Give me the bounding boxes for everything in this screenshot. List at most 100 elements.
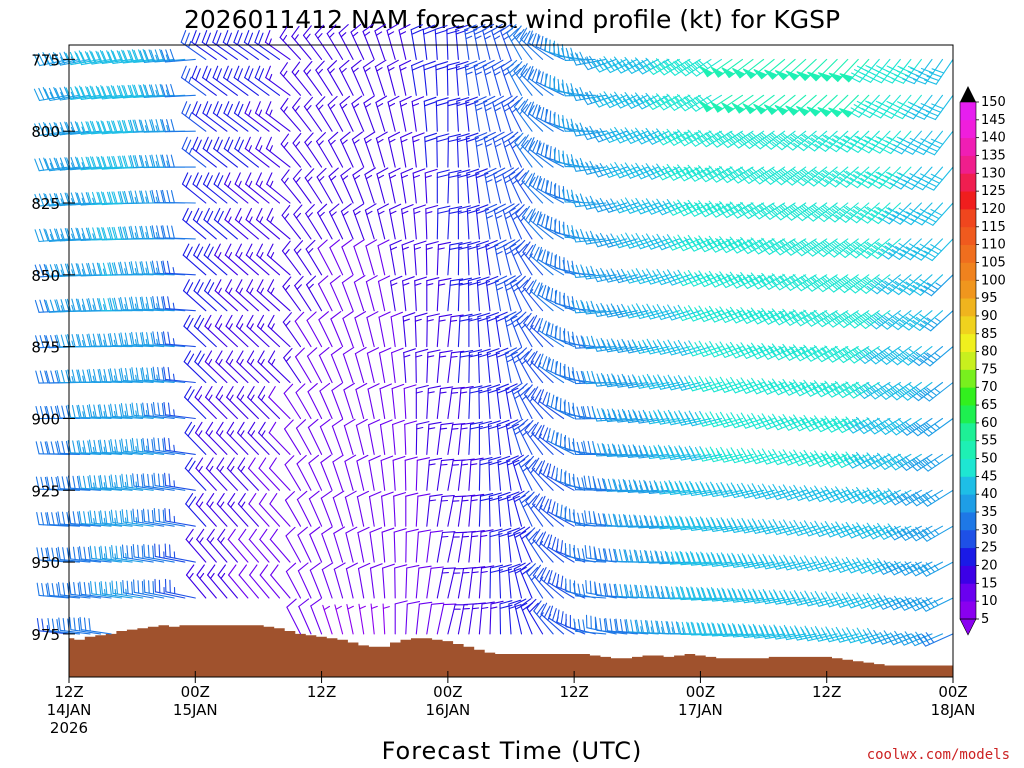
barb-flag <box>775 173 786 183</box>
barb-flag <box>633 64 644 75</box>
barb-flag <box>550 323 554 337</box>
barb-flag <box>880 318 892 327</box>
barb-flag <box>595 59 605 71</box>
barb-flag <box>134 119 139 133</box>
barb-flag <box>908 278 921 287</box>
barb-flag <box>725 168 736 179</box>
barb-pennant <box>742 68 757 79</box>
wind-barb <box>256 279 281 312</box>
barb-half-flag <box>269 109 273 117</box>
barb-flag <box>796 174 808 184</box>
barb-flag <box>852 244 864 253</box>
wind-barb <box>245 172 270 204</box>
barb-flag <box>55 88 61 101</box>
barb-half-flag <box>60 91 64 99</box>
barb-half-flag <box>238 216 243 224</box>
wind-barb <box>398 59 412 96</box>
barb-flag <box>266 243 274 256</box>
barb-half-flag <box>270 287 275 295</box>
barb-flag <box>612 63 622 74</box>
barb-flag <box>835 170 847 179</box>
barb-flag <box>834 318 845 329</box>
barb-flag <box>531 32 537 46</box>
barb-flag <box>195 68 201 81</box>
barb-pennant <box>742 103 756 115</box>
barb-flag <box>541 320 547 334</box>
barb-flag <box>715 133 726 143</box>
barb-flag <box>898 322 910 331</box>
wind-barb <box>246 279 270 312</box>
barb-flag <box>813 274 824 285</box>
barb-flag <box>437 241 452 246</box>
barb-flag <box>863 174 876 183</box>
barb-flag <box>912 319 924 329</box>
barb-flag <box>749 279 759 290</box>
barb-flag <box>867 136 879 144</box>
barb-staff <box>537 329 565 348</box>
wind-barb <box>807 58 838 82</box>
barb-flag <box>612 236 620 249</box>
barb-flag <box>913 250 925 258</box>
barb-flag <box>425 241 439 246</box>
barb-flag <box>482 59 495 67</box>
barb-flag <box>280 97 289 110</box>
barb-half-flag <box>864 313 871 319</box>
barb-flag <box>203 207 210 221</box>
barb-half-flag <box>504 179 512 184</box>
barb-flag <box>184 32 190 46</box>
wind-barb <box>924 58 954 85</box>
wind-barb <box>294 311 312 348</box>
barb-flag <box>144 84 150 98</box>
barb-flag <box>540 71 544 85</box>
barb-flag <box>785 243 796 254</box>
barb-flag <box>739 174 750 184</box>
barb-flag <box>567 295 571 310</box>
barb-half-flag <box>307 176 313 183</box>
barb-flag <box>448 174 462 179</box>
barb-flag <box>719 271 729 283</box>
barb-flag <box>841 243 853 253</box>
barb-flag <box>510 310 522 320</box>
barb-flag <box>466 173 480 179</box>
barb-half-flag <box>485 143 493 148</box>
barb-flag <box>770 245 781 256</box>
barb-flag <box>222 30 229 43</box>
barb-flag <box>904 74 918 81</box>
barb-flag <box>924 79 937 85</box>
wind-barb <box>436 314 453 348</box>
barb-flag <box>457 169 471 174</box>
barb-flag <box>919 243 932 252</box>
barb-flag <box>540 107 545 121</box>
barb-flag <box>878 181 891 190</box>
barb-flag <box>920 67 934 74</box>
barb-flag <box>848 75 861 83</box>
barb-flag <box>485 208 498 215</box>
barb-flag <box>575 87 582 101</box>
barb-flag <box>880 283 892 292</box>
barb-flag <box>294 275 304 287</box>
barb-half-flag <box>60 198 64 206</box>
barb-flag <box>823 318 834 328</box>
wind-barb <box>699 94 733 113</box>
barb-flag <box>921 218 934 226</box>
barb-flag <box>570 47 575 61</box>
wind-barb <box>622 197 659 214</box>
barb-flag <box>166 119 171 133</box>
barb-flag <box>306 311 317 321</box>
barb-flag <box>60 263 66 277</box>
barb-flag <box>98 192 103 206</box>
barb-flag <box>223 65 229 79</box>
barb-flag <box>704 132 715 143</box>
barb-flag <box>234 172 241 185</box>
barb-flag <box>205 32 211 46</box>
barb-half-flag <box>822 205 829 211</box>
barb-flag <box>820 312 831 323</box>
barb-half-flag <box>811 170 818 176</box>
barb-flag <box>757 309 767 321</box>
barb-flag <box>123 155 129 169</box>
barb-flag <box>522 277 532 289</box>
barb-flag <box>645 127 655 139</box>
barb-flag <box>264 30 271 43</box>
barb-half-flag <box>811 276 818 282</box>
wind-barb <box>707 130 744 148</box>
